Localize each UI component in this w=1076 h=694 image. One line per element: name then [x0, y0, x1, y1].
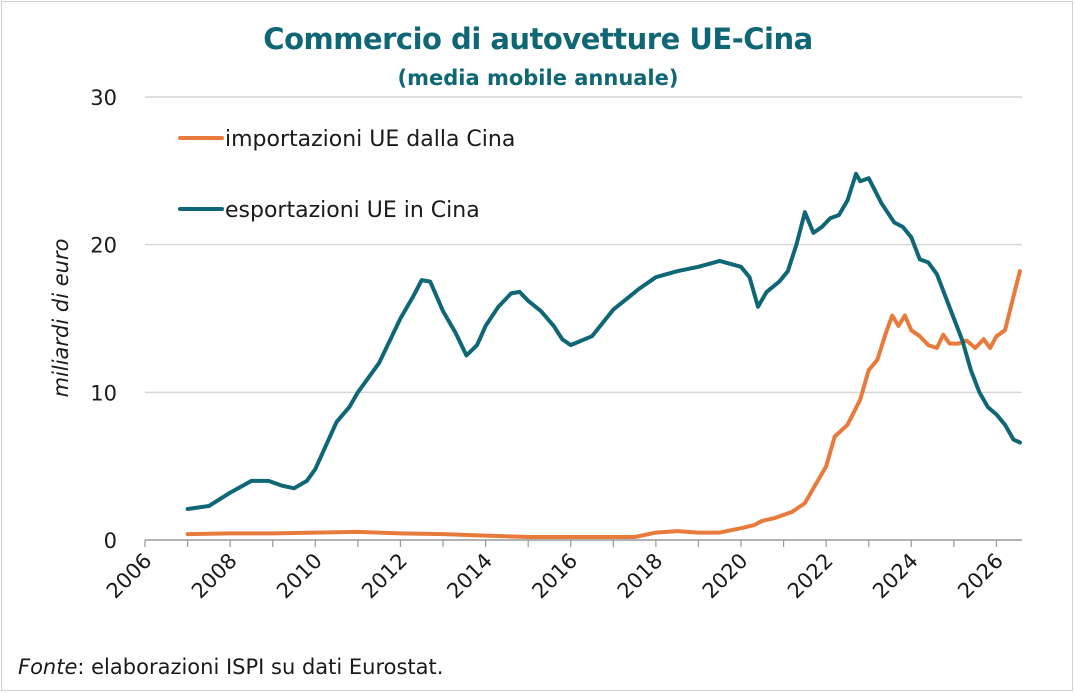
y-tick-labels: 0 10 20 30: [90, 86, 117, 553]
x-tick-label-2014: 2014: [442, 549, 497, 604]
legend-label-exports: esportazioni UE in Cina: [225, 198, 480, 223]
legend-label-imports: importazioni UE dalla Cina: [225, 127, 515, 152]
y-tick-label-20: 20: [90, 234, 117, 258]
legend: importazioni UE dalla Cina esportazioni U…: [178, 127, 515, 223]
x-tick-label-2016: 2016: [527, 549, 582, 604]
y-tick-label-10: 10: [90, 381, 117, 405]
source-note: Fonte: elaborazioni ISPI su dati Eurosta…: [18, 655, 443, 679]
gridlines: [145, 96, 1022, 394]
x-tick-label-2022: 2022: [783, 549, 838, 604]
chart-subtitle: (media mobile annuale): [397, 66, 679, 90]
x-tick-label-2008: 2008: [187, 549, 242, 604]
series-line-imports: [185, 269, 1022, 539]
axes: [144, 539, 1022, 547]
x-tick-label-2010: 2010: [272, 549, 327, 604]
series-lines: [185, 171, 1022, 539]
x-tick-label-2006: 2006: [102, 549, 157, 604]
x-tick-label-2018: 2018: [613, 549, 668, 604]
x-tick-label-2020: 2020: [698, 549, 753, 604]
y-tick-label-30: 30: [90, 86, 117, 110]
x-tick-label-2012: 2012: [357, 549, 412, 604]
x-tick-label-2024: 2024: [868, 549, 923, 604]
source-label: Fonte: [18, 655, 78, 679]
y-tick-label-0: 0: [104, 529, 117, 553]
x-tick-label-2026: 2026: [953, 549, 1008, 604]
y-axis-label: miliardi di euro: [49, 239, 73, 398]
series-line-exports: [185, 171, 1022, 511]
x-tick-labels: 2006 2008 2010 2012 2014 2016 2018 2020 2022 2024…: [102, 549, 1008, 604]
source-text: : elaborazioni ISPI su dati Eurostat.: [77, 655, 444, 679]
chart-title: Commercio di autovetture UE-Cina: [263, 22, 813, 56]
